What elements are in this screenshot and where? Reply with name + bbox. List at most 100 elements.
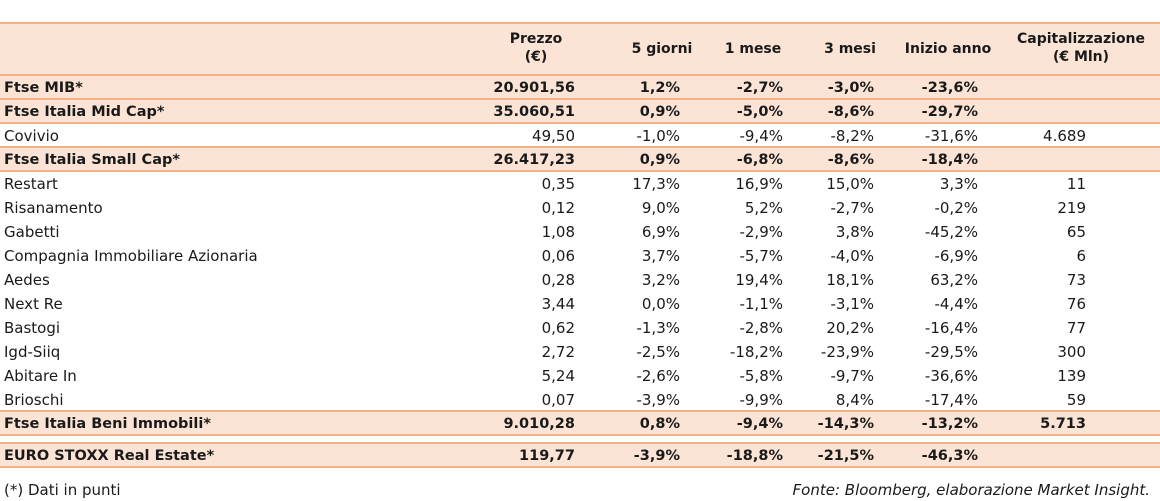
cell-m3: -3,0% (827, 80, 874, 96)
cell-m3: 18,1% (826, 271, 874, 289)
cell-prezzo: 9.010,28 (503, 416, 575, 432)
cell-name: Risanamento (4, 199, 103, 217)
table-row: Ftse Italia Beni Immobili* 9.010,28 0,8% -9… (0, 412, 1160, 436)
cell-name: Gabetti (4, 223, 60, 241)
cell-cap: 300 (1057, 343, 1086, 361)
table-row: Bastogi 0,62 -1,3% -2,8% 20,2% -16,4% 77 (0, 316, 1160, 340)
table-row: Ftse MIB* 20.901,56 1,2% -2,7% -3,0% -23,6% (0, 76, 1160, 100)
cell-m3: -9,7% (830, 367, 874, 385)
table-row: Risanamento 0,12 9,0% 5,2% -2,7% -0,2% 219 (0, 196, 1160, 220)
header-prezzo-unit: (€) (524, 49, 548, 65)
header-5-giorni: 5 giorni (631, 41, 693, 57)
cell-g5: -1,3% (636, 319, 680, 337)
cell-ia: -29,7% (921, 104, 978, 120)
cell-ia: -16,4% (924, 319, 978, 337)
cell-g5: 0,9% (639, 104, 680, 120)
cell-g5: -2,5% (636, 343, 680, 361)
cell-ia: -45,2% (924, 223, 978, 241)
cell-prezzo: 0,07 (541, 391, 575, 409)
cell-m1: -2,8% (739, 319, 783, 337)
cell-cap: 59 (1066, 391, 1086, 409)
table-header: Prezzo (€) 5 giorni 1 mese 3 mesi Inizio … (0, 22, 1160, 76)
table-row: Gabetti 1,08 6,9% -2,9% 3,8% -45,2% 65 (0, 220, 1160, 244)
source-note: Fonte: Bloomberg, elaborazione Market In… (792, 481, 1150, 499)
table-row: Compagnia Immobiliare Azionaria 0,06 3,7% -… (0, 244, 1160, 268)
performance-table: Prezzo (€) 5 giorni 1 mese 3 mesi Inizio … (0, 22, 1160, 468)
cell-name: Ftse Italia Small Cap* (4, 152, 180, 168)
cell-prezzo: 119,77 (519, 448, 575, 464)
cell-prezzo: 49,50 (532, 127, 575, 145)
cell-ia: -17,4% (924, 391, 978, 409)
cell-name: EURO STOXX Real Estate* (4, 448, 215, 464)
cell-m3: -4,0% (830, 247, 874, 265)
cell-m3: -8,6% (827, 152, 874, 168)
cell-name: Ftse Italia Mid Cap* (4, 104, 165, 120)
cell-m1: 5,2% (744, 199, 783, 217)
cell-m3: -21,5% (817, 448, 874, 464)
cell-ia: -4,4% (934, 295, 978, 313)
cell-m3: 20,2% (826, 319, 874, 337)
table-row: Igd-Siiq 2,72 -2,5% -18,2% -23,9% -29,5% 300 (0, 340, 1160, 364)
cell-g5: 0,0% (641, 295, 680, 313)
table-row: Restart 0,35 17,3% 16,9% 15,0% 3,3% 11 (0, 172, 1160, 196)
header-capitalizzazione: Capitalizzazione (€ Mln) (1006, 30, 1156, 66)
cell-m3: -2,7% (830, 199, 874, 217)
footnote: (*) Dati in punti (4, 481, 121, 499)
cell-g5: 0,9% (639, 152, 680, 168)
cell-cap: 73 (1066, 271, 1086, 289)
cell-ia: -13,2% (921, 416, 978, 432)
cell-prezzo: 3,44 (541, 295, 575, 313)
cell-name: Covivio (4, 127, 59, 145)
cell-cap: 5.713 (1040, 416, 1086, 432)
cell-g5: 1,2% (639, 80, 680, 96)
header-cap-unit: (€ Mln) (1052, 49, 1110, 65)
cell-m1: -9,4% (736, 416, 783, 432)
cell-name: Compagnia Immobiliare Azionaria (4, 247, 258, 265)
cell-ia: -31,6% (924, 127, 978, 145)
cell-g5: 9,0% (641, 199, 680, 217)
cell-g5: -3,9% (636, 391, 680, 409)
cell-m1: -2,9% (739, 223, 783, 241)
cell-g5: 6,9% (641, 223, 680, 241)
cell-prezzo: 0,28 (541, 271, 575, 289)
cell-name: Bastogi (4, 319, 61, 337)
table-body: Ftse MIB* 20.901,56 1,2% -2,7% -3,0% -23,6% Ft… (0, 76, 1160, 468)
cell-m3: -14,3% (817, 416, 874, 432)
cell-m3: -23,9% (820, 343, 874, 361)
cell-prezzo: 5,24 (541, 367, 575, 385)
cell-ia: -6,9% (934, 247, 978, 265)
cell-m3: 8,4% (835, 391, 874, 409)
cell-ia: -18,4% (921, 152, 978, 168)
cell-g5: 17,3% (632, 175, 680, 193)
cell-ia: -36,6% (924, 367, 978, 385)
cell-prezzo: 0,06 (541, 247, 575, 265)
table-row: Brioschi 0,07 -3,9% -9,9% 8,4% -17,4% 59 (0, 388, 1160, 412)
cell-m3: -8,6% (827, 104, 874, 120)
cell-ia: 63,2% (930, 271, 978, 289)
cell-name: Aedes (4, 271, 50, 289)
table-row: EURO STOXX Real Estate* 119,77 -3,9% -18,8%… (0, 444, 1160, 468)
cell-m3: -8,2% (830, 127, 874, 145)
cell-g5: 3,7% (641, 247, 680, 265)
cell-prezzo: 0,35 (541, 175, 575, 193)
cell-m3: 15,0% (826, 175, 874, 193)
cell-ia: -29,5% (924, 343, 978, 361)
header-cap-label: Capitalizzazione (1016, 31, 1146, 47)
cell-m1: 16,9% (735, 175, 783, 193)
cell-g5: -1,0% (636, 127, 680, 145)
cell-prezzo: 2,72 (541, 343, 575, 361)
cell-m1: -18,8% (726, 448, 783, 464)
cell-name: Brioschi (4, 391, 64, 409)
table-row: Covivio 49,50 -1,0% -9,4% -8,2% -31,6% 4.689 (0, 124, 1160, 148)
cell-m1: -9,9% (739, 391, 783, 409)
cell-name: Next Re (4, 295, 63, 313)
cell-g5: 3,2% (641, 271, 680, 289)
header-inizio-anno: Inizio anno (904, 41, 992, 57)
cell-m1: -1,1% (739, 295, 783, 313)
cell-name: Ftse MIB* (4, 80, 83, 96)
cell-ia: 3,3% (939, 175, 978, 193)
cell-m1: 19,4% (735, 271, 783, 289)
cell-m1: -6,8% (736, 152, 783, 168)
cell-ia: -0,2% (934, 199, 978, 217)
cell-cap: 219 (1057, 199, 1086, 217)
